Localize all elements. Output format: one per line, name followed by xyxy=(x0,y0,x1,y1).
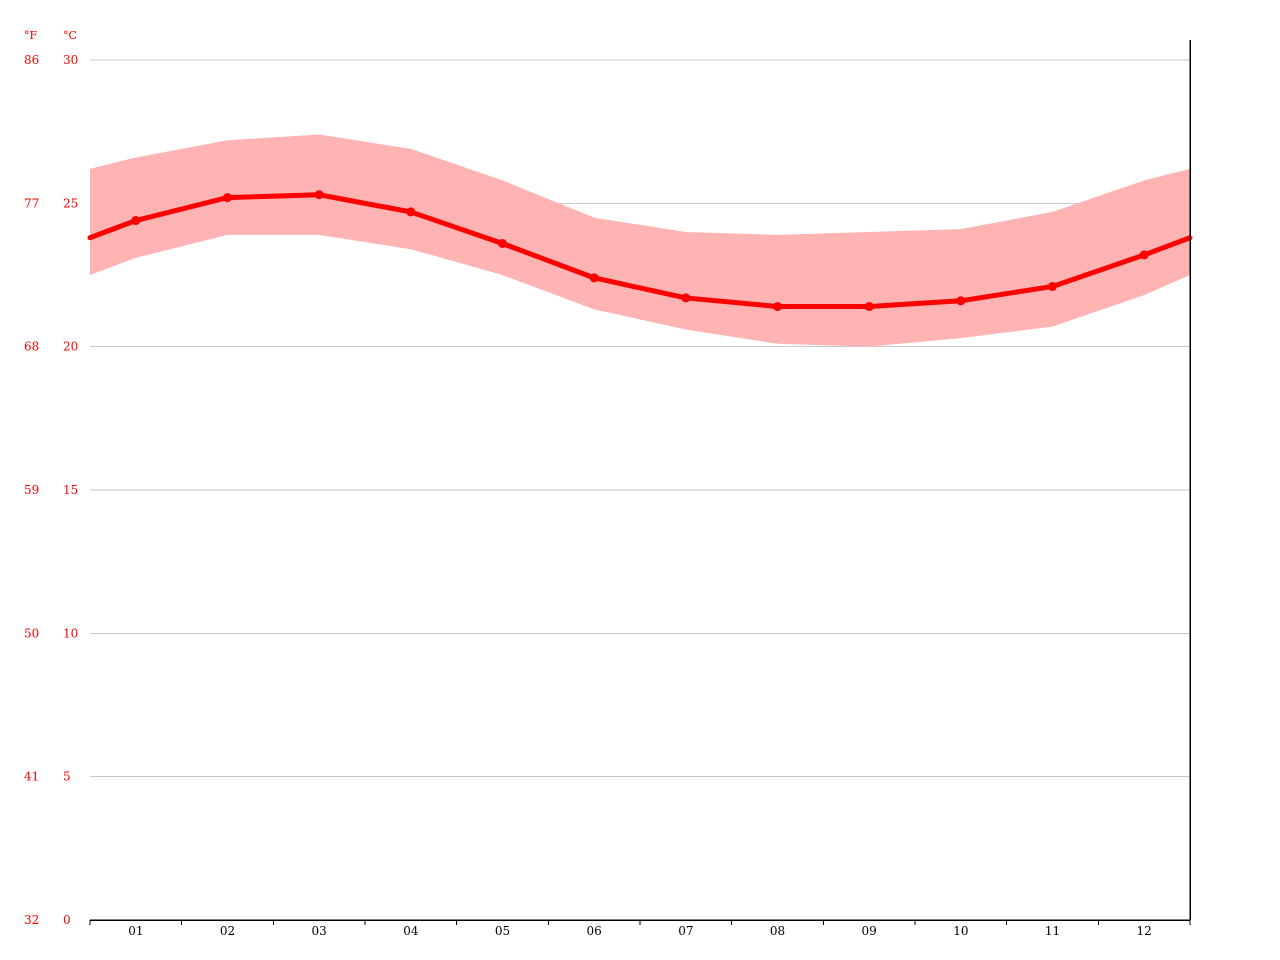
mean-temperature-line xyxy=(87,192,1193,310)
y-tick-celsius-30: 30 xyxy=(63,53,78,67)
data-point-01 xyxy=(131,216,141,226)
y-tick-celsius-15: 15 xyxy=(63,483,78,497)
x-tick-label-10: 10 xyxy=(953,924,968,938)
y-tick-celsius-0: 0 xyxy=(63,913,71,927)
data-point-10 xyxy=(956,296,966,306)
y-tick-fahrenheit-50: 50 xyxy=(24,626,39,640)
data-point-04 xyxy=(406,207,416,217)
x-tick-label-01: 01 xyxy=(128,924,143,938)
x-tick-label-09: 09 xyxy=(862,924,877,938)
y-tick-celsius-25: 25 xyxy=(63,196,78,210)
x-tick-label-07: 07 xyxy=(678,924,693,938)
x-axis-labels: 01 02 03 04 05 06 07 08 09 10 11 12 xyxy=(128,924,1152,938)
data-point-08 xyxy=(773,302,782,312)
y-axis-labels: °F °C 30 86 25 77 20 68 15 59 10 50 5 41 0 32 xyxy=(24,29,78,927)
data-point-11 xyxy=(1048,281,1057,291)
data-point-02 xyxy=(223,193,232,203)
y-tick-fahrenheit-77: 77 xyxy=(24,196,39,210)
x-tick-label-11: 11 xyxy=(1045,924,1060,938)
axes xyxy=(89,40,1191,925)
data-point-12 xyxy=(1139,250,1149,260)
x-tick-label-12: 12 xyxy=(1137,924,1152,938)
y-tick-fahrenheit-32: 32 xyxy=(24,913,39,927)
mean-temperature-series xyxy=(87,190,1193,312)
y-tick-celsius-10: 10 xyxy=(63,626,78,640)
x-tick-label-02: 02 xyxy=(220,924,235,938)
x-tick-label-04: 04 xyxy=(403,924,419,938)
x-tick-label-03: 03 xyxy=(312,924,327,938)
y-tick-celsius-20: 20 xyxy=(63,340,78,354)
data-point-07 xyxy=(681,293,691,303)
unit-celsius-label: °C xyxy=(63,29,77,42)
data-point-06 xyxy=(589,273,599,283)
y-tick-fahrenheit-86: 86 xyxy=(24,53,39,67)
data-point-05 xyxy=(498,238,507,248)
y-tick-fahrenheit-68: 68 xyxy=(24,340,39,354)
temperature-range-band xyxy=(90,134,1190,347)
x-tick-label-08: 08 xyxy=(770,924,785,938)
min-max-range-area xyxy=(90,134,1190,347)
unit-fahrenheit-label: °F xyxy=(24,29,38,42)
x-tick-label-05: 05 xyxy=(495,924,510,938)
y-tick-fahrenheit-59: 59 xyxy=(24,483,39,497)
y-tick-fahrenheit-41: 41 xyxy=(24,770,39,784)
x-tick-label-06: 06 xyxy=(587,924,602,938)
y-tick-celsius-5: 5 xyxy=(63,770,71,784)
data-point-03 xyxy=(314,190,324,200)
data-point-09 xyxy=(864,302,874,312)
